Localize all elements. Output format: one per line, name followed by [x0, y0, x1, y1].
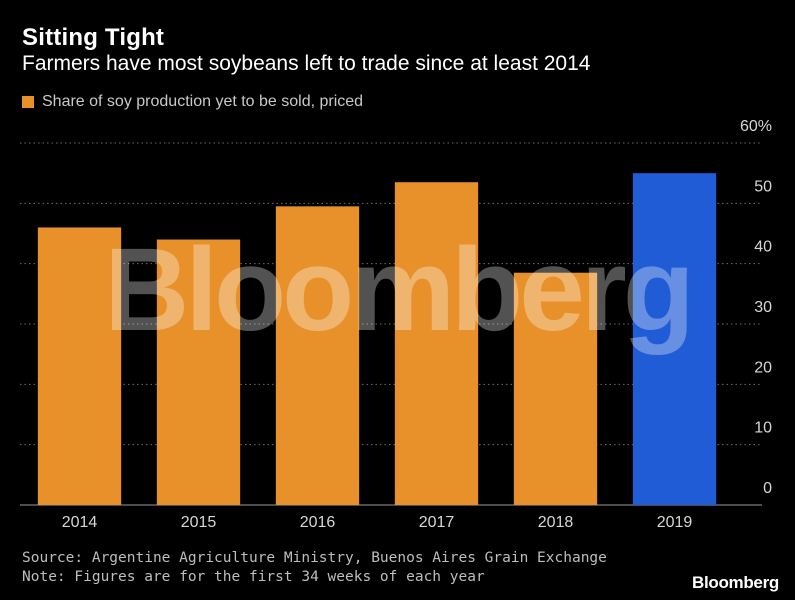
bar-2017 [394, 182, 479, 505]
x-tick-label: 2014 [62, 514, 98, 531]
y-tick-label: 20 [754, 359, 772, 376]
x-tick-label: 2018 [538, 514, 574, 531]
footer: Source: Argentine Agriculture Ministry, … [22, 549, 607, 587]
y-tick-label: 50 [754, 178, 772, 195]
chart-subtitle: Farmers have most soybeans left to trade… [22, 52, 591, 75]
bar-chart: 0 10 20 30 40 50 60% 2014 2015 2016 2017 2018 2019 [20, 118, 772, 531]
legend: Share of soy production yet to be sold, … [22, 93, 363, 111]
bar-2019 [632, 173, 717, 505]
bar-2018 [513, 272, 598, 505]
legend-swatch [22, 96, 34, 108]
bloomberg-logo: Bloomberg [691, 573, 779, 592]
bar-2016 [275, 206, 360, 505]
legend-label: Share of soy production yet to be sold, … [42, 93, 364, 110]
x-tick-label: 2019 [657, 514, 693, 531]
bar-2014 [37, 227, 122, 505]
chart-title: Sitting Tight [22, 24, 165, 51]
x-tick-label: 2015 [181, 514, 217, 531]
y-tick-label: 40 [754, 239, 772, 256]
y-tick-label: 60% [740, 118, 772, 135]
source-note: Source: Argentine Agriculture Ministry, … [22, 550, 607, 566]
y-tick-label: 10 [754, 420, 772, 437]
footnote: Note: Figures are for the first 34 weeks… [22, 569, 485, 585]
y-tick-label: 30 [754, 299, 772, 316]
bar-2015 [156, 239, 241, 506]
x-tick-label: 2017 [419, 514, 455, 531]
y-tick-label: 0 [763, 480, 772, 497]
x-tick-label: 2016 [300, 514, 336, 531]
